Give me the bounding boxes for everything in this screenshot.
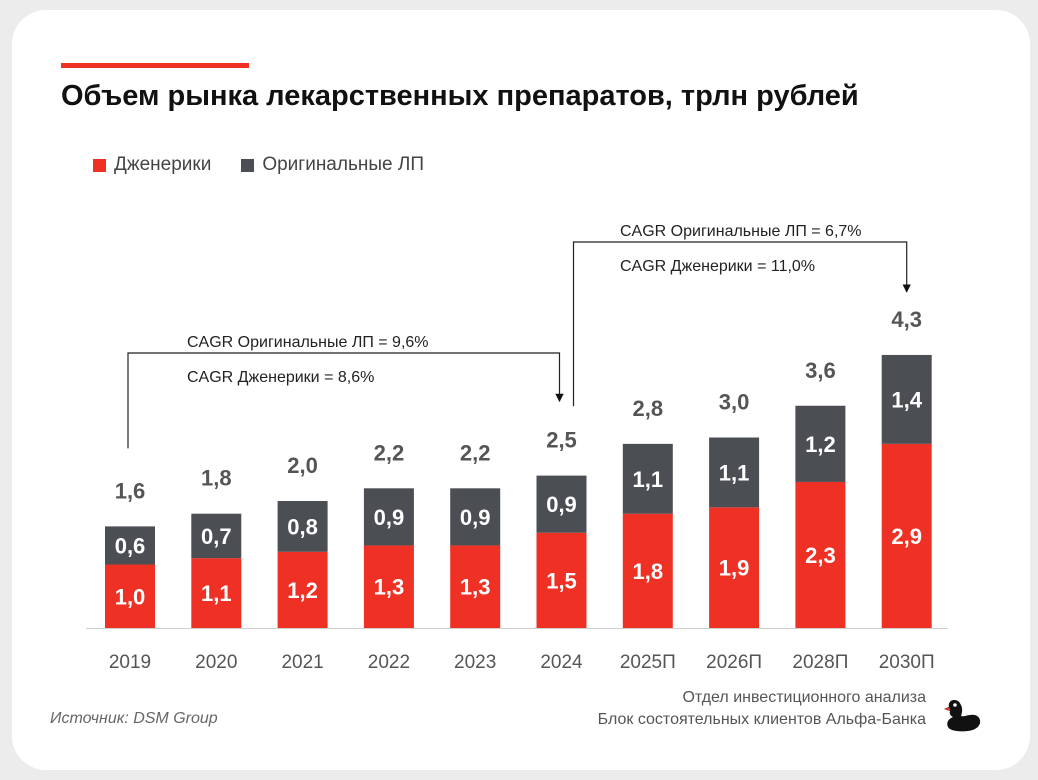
bar-value-label: 1,5 [546,568,577,593]
x-tick-label: 2022 [368,652,410,673]
accent-bar [61,63,249,68]
bar-value-label: 1,9 [719,556,750,581]
x-tick-label: 2028П [792,652,848,673]
bar-segment-generics [450,545,501,628]
legend-item-generics: Дженерики [93,154,211,176]
x-tick-label: 2025П [620,652,676,673]
credit-line-2: Блок состоятельных клиентов Альфа-Банка [597,711,926,728]
bar-value-label: 0,9 [374,505,405,530]
source-note: Источник: DSM Group [50,710,218,727]
bar-segment-generics [795,481,846,628]
bar-value-label: 1,4 [891,387,922,412]
bar-value-label: 1,1 [719,460,750,485]
bar-segment-originals [363,488,414,546]
legend-swatch-generics [93,158,106,172]
bar-value-label: 1,2 [287,578,318,603]
bar-total-label: 2,2 [460,440,491,465]
x-tick-label: 2019 [109,652,151,673]
legend-swatch-originals [241,158,255,172]
bar-segment-originals [622,443,673,514]
bar-segment-generics [536,532,587,628]
chart-title: Объем рынка лекарственных препаратов, тр… [61,80,859,112]
bar-value-label: 2,9 [891,524,922,549]
cagr-arrow [127,352,564,449]
bar-total-label: 1,8 [201,466,232,491]
legend: Дженерики Оригинальные ЛП [93,154,424,176]
bar-value-label: 1,0 [115,584,146,609]
bar-segment-originals [709,437,760,508]
duck-logo-icon [944,700,981,732]
bar-value-label: 1,3 [460,575,491,600]
bar-segment-generics [191,558,242,628]
bar-value-label: 1,1 [201,581,232,606]
bar-total-label: 4,3 [891,307,922,332]
bar-value-label: 0,9 [546,492,577,517]
bar-segment-originals [277,501,328,552]
legend-label-originals: Оригинальные ЛП [262,154,424,175]
bar-value-label: 1,3 [374,575,405,600]
x-tick-label: 2024 [540,652,583,673]
bar-segment-originals [450,488,501,546]
x-tick-label: 2023 [454,652,496,673]
chart-card [12,10,1030,770]
bar-total-label: 2,8 [633,396,664,421]
bar-segment-generics [105,564,155,628]
bar-segment-generics [709,507,760,628]
credit-line-1: Отдел инвестиционного анализа [682,689,926,706]
bar-segment-generics [363,545,414,628]
bar-segment-generics [622,513,673,628]
cagr-annotation-text: CAGR Оригинальные ЛП = 6,7% [620,223,862,240]
bar-segment-originals [191,513,242,559]
bar-value-label: 1,1 [633,467,664,492]
bar-value-label: 0,6 [115,533,146,558]
cagr-annotation-text: CAGR Дженерики = 11,0% [620,258,815,275]
bar-total-label: 3,0 [719,390,750,415]
legend-label-generics: Дженерики [114,154,212,175]
bar-total-label: 3,6 [805,358,836,383]
x-tick-label: 2021 [281,652,323,673]
credit-block: Отдел инвестиционного анализа Блок состо… [598,687,926,731]
bar-segment-originals [536,475,587,533]
x-tick-label: 2020 [195,652,237,673]
cagr-annotation-text: CAGR Оригинальные ЛП = 9,6% [187,334,429,351]
cagr-arrow [572,241,911,407]
legend-item-originals: Оригинальные ЛП [241,154,424,176]
bar-total-label: 2,0 [287,453,318,478]
bar-value-label: 1,2 [805,432,836,457]
bar-value-label: 0,7 [201,524,232,549]
bar-segment-generics [881,443,932,628]
bar-value-label: 0,8 [287,514,318,539]
bar-segment-originals [881,354,932,444]
x-tick-label: 2030П [879,652,935,673]
bar-value-label: 1,8 [633,559,664,584]
cagr-annotation-text: CAGR Дженерики = 8,6% [187,369,374,386]
bar-total-label: 2,5 [546,428,577,453]
bar-segment-generics [277,551,328,628]
bar-total-label: 2,2 [374,440,405,465]
bar-value-label: 2,3 [805,543,836,568]
x-tick-label: 2026П [706,652,762,673]
bar-segment-originals [795,405,846,482]
bar-segment-originals [105,526,155,565]
bar-value-label: 0,9 [460,505,491,530]
bar-total-label: 1,6 [115,478,146,503]
